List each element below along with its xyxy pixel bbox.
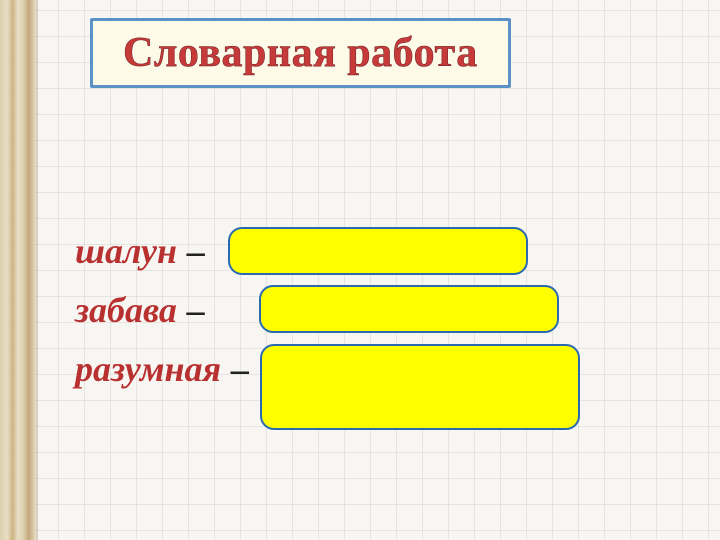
vocabulary-list: шалун – забава – разумная – bbox=[75, 230, 675, 407]
term-3: разумная bbox=[75, 348, 221, 390]
term-2: забава bbox=[75, 289, 177, 331]
vocab-row-1: шалун – bbox=[75, 230, 675, 285]
vocab-row-2: забава – bbox=[75, 289, 675, 344]
slide-title: Словарная работа bbox=[123, 29, 478, 77]
left-decorative-stripe bbox=[0, 0, 36, 540]
vocab-row-3: разумная – bbox=[75, 348, 675, 403]
title-box: Словарная работа bbox=[90, 18, 511, 88]
dash-3: – bbox=[225, 348, 255, 390]
dash-2: – bbox=[181, 289, 211, 331]
term-1: шалун bbox=[75, 230, 177, 272]
slide: Словарная работа шалун – забава – разумн… bbox=[0, 0, 720, 540]
dash-1: – bbox=[181, 230, 211, 272]
